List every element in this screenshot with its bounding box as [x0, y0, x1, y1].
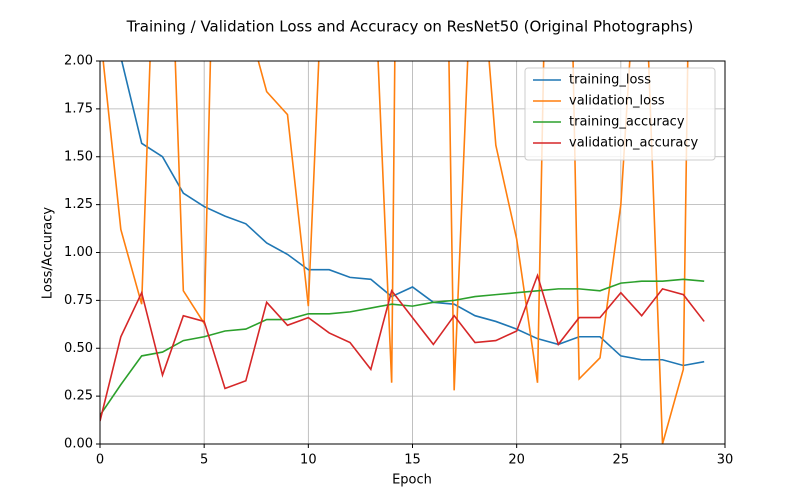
series-line: [100, 272, 705, 422]
plot-frame: [99, 60, 726, 445]
x-tick-label: 30: [717, 453, 734, 468]
x-axis-label: Epoch: [392, 473, 432, 488]
chart-title: Training / Validation Loss and Accuracy …: [126, 18, 694, 36]
y-tick-label: 0.25: [64, 389, 93, 404]
x-tick-label: 20: [508, 453, 525, 468]
series-line: [120, 61, 705, 367]
legend: training_loss validation_loss training_acc…: [524, 67, 716, 161]
series-line: [102, 61, 689, 444]
x-tick-label: 25: [613, 453, 630, 468]
plot-lines: [100, 61, 705, 444]
y-tick-label: 0.75: [64, 293, 93, 308]
x-tick-label: 5: [200, 453, 208, 468]
x-tick-label: 0: [96, 453, 104, 468]
y-tick-label: 1.25: [64, 197, 93, 212]
y-tick-label: 1.75: [64, 101, 93, 116]
y-tick-label: 1.50: [64, 149, 93, 164]
y-tick-label: 2.00: [64, 54, 93, 69]
legend-box: [524, 67, 716, 161]
x-tick-label: 10: [300, 453, 317, 468]
y-axis-label: Loss/Accuracy: [41, 207, 56, 300]
legend-label: validation_loss: [569, 94, 665, 109]
legend-label: training_accuracy: [569, 115, 685, 130]
legend-label: training_loss: [569, 73, 651, 88]
y-tick-label: 0.00: [64, 437, 93, 452]
y-tick-label: 1.00: [64, 245, 93, 260]
y-tick-label: 0.50: [64, 341, 93, 356]
legend-label: validation_accuracy: [569, 136, 698, 151]
x-tick-label: 15: [404, 453, 421, 468]
